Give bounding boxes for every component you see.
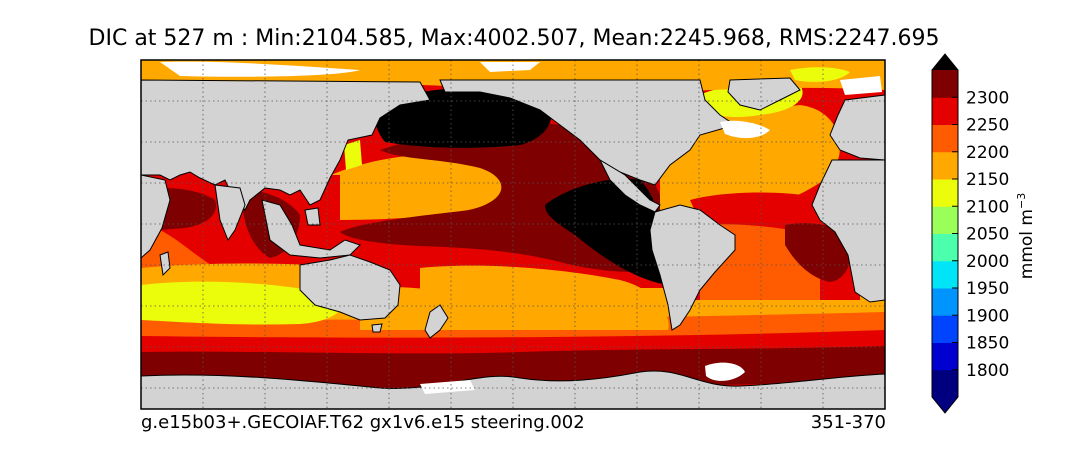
colorbar-segment <box>932 342 958 371</box>
year-range-label: 351-370 <box>810 412 886 433</box>
colorbar-segment <box>932 70 958 98</box>
south-atlantic-dark <box>785 223 852 282</box>
eastern-pacific-black <box>545 178 671 285</box>
colorbar-segment <box>932 206 958 234</box>
colorbar-segment <box>932 315 958 343</box>
colorbar-unit-label: mmol m−3 <box>1015 193 1037 279</box>
colorbar-tick-label: 1900 <box>966 306 1009 326</box>
land <box>141 77 885 409</box>
colorbar-tick-label: 2250 <box>966 116 1009 136</box>
colorbar-segment <box>932 179 958 207</box>
colorbar: 1800 1850 1900 1950 2000 2050 2100 2150 2200 2250… <box>931 53 1009 414</box>
colorbar-segment <box>932 124 958 153</box>
colorbar-tick-label: 2300 <box>966 88 1009 108</box>
colorbar-tick-label: 1950 <box>966 279 1009 299</box>
missing-data <box>160 61 882 394</box>
colorbar-tick-label: 2100 <box>966 197 1009 217</box>
colorbar-segment <box>932 233 958 262</box>
colorbar-segment <box>932 288 958 316</box>
arctic-yellow <box>790 67 850 82</box>
colorbar-segment <box>932 97 958 125</box>
north-pacific-black <box>374 87 552 148</box>
map-frame <box>140 59 886 410</box>
colorbar-segment <box>932 260 958 289</box>
colorbar-unit-exponent: −3 <box>1015 192 1029 209</box>
colorbar-tick-label: 1800 <box>966 361 1009 381</box>
ocean-map <box>141 60 885 409</box>
south-indian-yellow <box>141 281 343 325</box>
colorbar-extend-min <box>932 397 958 413</box>
colorbar-extend-max <box>932 54 958 70</box>
colorbar-outline <box>931 53 959 414</box>
colorbar-unit-text: mmol m <box>1016 209 1037 280</box>
colorbar-segment <box>932 151 958 180</box>
colorbar-segment <box>932 369 958 398</box>
colorbar-tick-label: 2000 <box>966 252 1009 272</box>
colorbar-tick-label: 2200 <box>966 143 1009 163</box>
colorbar-tick-label: 1850 <box>966 334 1009 354</box>
run-label: g.e15b03+.GECOIAF.T62 gx1v6.e15 steering… <box>141 412 585 433</box>
sea-of-japan-yellow <box>344 140 362 170</box>
north-pacific-orange <box>318 153 510 220</box>
colorbar-tick-label: 2050 <box>966 225 1009 245</box>
colorbar-tick-label: 2150 <box>966 170 1009 190</box>
chart-title: DIC at 527 m : Min:2104.585, Max:4002.50… <box>88 26 940 51</box>
south-pacific-orange <box>420 265 669 330</box>
